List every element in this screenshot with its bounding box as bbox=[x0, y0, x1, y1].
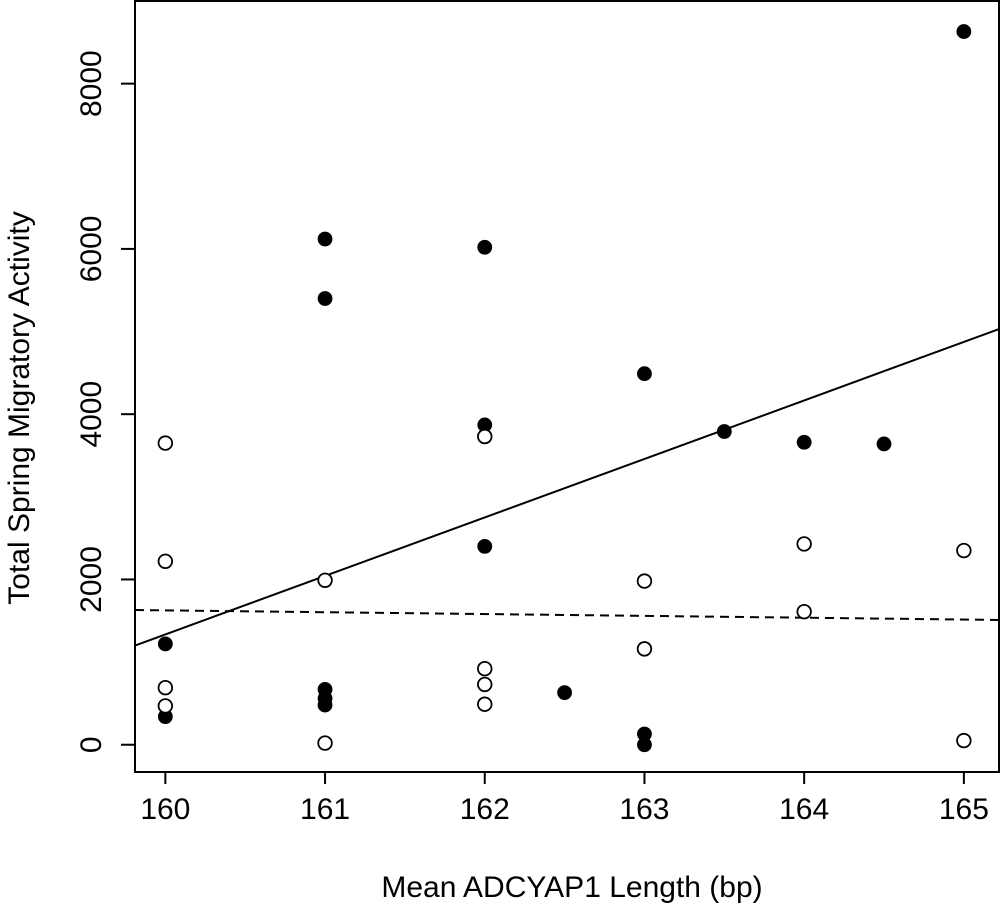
data-point-open bbox=[157, 435, 174, 451]
x-axis-title: Mean ADCYAP1 Length (bp) bbox=[381, 871, 762, 904]
data-point-open bbox=[796, 603, 812, 620]
x-tick-label: 162 bbox=[460, 793, 510, 826]
y-axis: 0 2000 4000 6000 8000 bbox=[75, 50, 135, 753]
trend-line-solid bbox=[134, 328, 1000, 647]
data-point-open bbox=[956, 542, 972, 559]
data-point-filled bbox=[637, 737, 652, 753]
data-point-open bbox=[157, 680, 174, 696]
data-point-filled bbox=[956, 24, 972, 39]
data-point-open bbox=[477, 428, 493, 445]
data-point-filled bbox=[796, 434, 812, 450]
data-point-open bbox=[157, 698, 174, 714]
x-tick-label: 161 bbox=[300, 793, 350, 826]
plot-frame bbox=[134, 0, 1000, 773]
x-axis: 160 161 162 163 164 165 bbox=[140, 772, 989, 826]
trend-lines bbox=[134, 328, 1000, 647]
data-point-filled bbox=[317, 697, 333, 713]
data-point-open bbox=[477, 696, 493, 712]
trend-line-dashed bbox=[134, 609, 1000, 621]
x-tick-label: 164 bbox=[779, 793, 829, 826]
y-tick-label: 0 bbox=[75, 736, 108, 753]
data-point-open bbox=[477, 676, 493, 693]
y-tick-label: 4000 bbox=[75, 381, 108, 448]
data-point-filled bbox=[637, 366, 652, 382]
y-tick-label: 8000 bbox=[75, 50, 108, 117]
data-point-filled bbox=[317, 291, 333, 306]
y-tick-label: 6000 bbox=[75, 216, 108, 283]
data-point-open bbox=[317, 572, 333, 588]
data-point-filled bbox=[317, 231, 333, 247]
data-point-open bbox=[636, 641, 653, 657]
data-point-open bbox=[157, 553, 174, 569]
data-points bbox=[157, 24, 972, 753]
x-tick-label: 163 bbox=[619, 793, 669, 826]
data-point-filled bbox=[477, 239, 493, 255]
data-point-filled bbox=[716, 424, 732, 439]
data-point-open bbox=[317, 735, 333, 751]
data-point-filled bbox=[876, 436, 892, 452]
x-tick-label: 165 bbox=[939, 793, 989, 826]
y-axis-title: Total Spring Migratory Activity bbox=[3, 211, 36, 604]
x-tick-label: 160 bbox=[140, 793, 190, 826]
data-point-filled bbox=[157, 636, 173, 652]
data-point-open bbox=[796, 536, 812, 552]
data-point-open bbox=[636, 573, 653, 589]
data-point-filled bbox=[477, 539, 493, 554]
y-tick-label: 2000 bbox=[75, 546, 108, 613]
data-point-open bbox=[956, 732, 972, 749]
data-point-filled bbox=[557, 685, 573, 701]
data-point-open bbox=[477, 661, 493, 677]
